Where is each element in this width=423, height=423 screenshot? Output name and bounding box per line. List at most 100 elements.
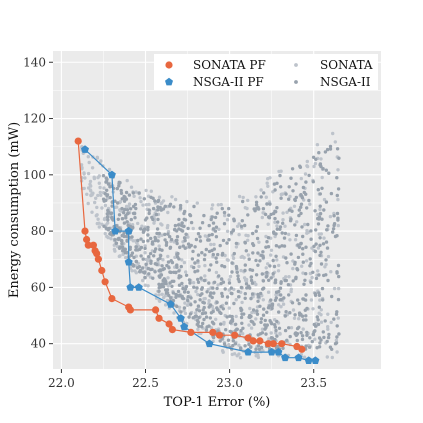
nsga-point: [290, 209, 294, 213]
nsga-point: [129, 217, 133, 222]
nsga-point: [312, 322, 316, 327]
sonata-point: [256, 353, 260, 357]
sonata-point: [93, 200, 97, 205]
nsga-point: [324, 168, 328, 172]
nsga-point: [325, 147, 330, 152]
nsga-point: [275, 334, 279, 338]
sonata-point: [259, 188, 263, 192]
nsga-point: [168, 235, 172, 239]
nsga-point: [319, 250, 323, 254]
nsga-point: [196, 322, 200, 327]
nsga-point: [313, 292, 317, 296]
nsga-point: [183, 236, 187, 240]
sonata-point: [118, 254, 122, 258]
nsga-point: [317, 151, 321, 155]
nsga-point: [189, 296, 193, 300]
sonata-point: [79, 163, 84, 167]
nsga-point: [210, 248, 214, 253]
nsga-point: [301, 185, 306, 190]
sonata-point: [144, 203, 149, 207]
nsga-point: [235, 327, 239, 331]
nsga-point: [192, 285, 196, 289]
nsga-point: [311, 180, 315, 184]
nsga-point: [324, 240, 329, 244]
sonata-point: [166, 284, 170, 288]
nsga-point: [319, 262, 324, 266]
nsga-point: [214, 256, 218, 260]
nsga-point: [261, 255, 265, 260]
nsga-point: [318, 341, 322, 345]
sonata-point: [276, 269, 281, 273]
nsga-point: [164, 288, 168, 292]
sonata-point: [326, 327, 330, 331]
nsga-point: [265, 270, 269, 275]
sonata-point: [140, 224, 144, 228]
nsga-point: [259, 346, 264, 350]
sonata-point: [219, 202, 223, 207]
nsga-point: [246, 213, 250, 217]
nsga-point: [158, 256, 162, 260]
nsga-point: [299, 193, 303, 197]
nsga-point: [103, 192, 108, 196]
nsga-point: [243, 296, 247, 300]
nsga-point: [178, 245, 182, 250]
nsga-point: [166, 260, 171, 264]
nsga-point: [218, 339, 222, 343]
sonata-point: [196, 327, 200, 331]
nsga-point: [335, 310, 339, 314]
nsga-point: [196, 259, 200, 263]
sonata-point: [210, 203, 215, 207]
sonata-point: [103, 203, 108, 208]
sonata-point: [161, 258, 165, 262]
sonata-point: [295, 220, 299, 224]
nsga-point: [277, 245, 281, 249]
sonata-point: [279, 305, 283, 309]
nsga-point: [268, 264, 272, 268]
sonata-point: [99, 193, 103, 197]
nsga-point: [175, 235, 180, 239]
sonata-point: [336, 286, 341, 291]
nsga-point: [193, 245, 197, 249]
sonata-point: [331, 131, 335, 136]
nsga-point: [251, 242, 255, 246]
nsga-point: [241, 326, 245, 330]
y-tick-label: 120: [23, 112, 46, 126]
y-tick-label: 60: [31, 280, 46, 294]
sonata-point: [166, 276, 170, 280]
nsga-point: [196, 232, 201, 236]
sonata-point: [239, 268, 243, 273]
nsga-point: [283, 231, 288, 236]
sonata-point: [318, 298, 322, 302]
sonata-point: [141, 203, 145, 207]
nsga-point: [267, 278, 271, 282]
sonata-point: [106, 235, 110, 240]
nsga-point: [296, 243, 300, 247]
nsga-point: [264, 275, 268, 279]
sonata-point: [300, 264, 304, 268]
nsga-point: [335, 324, 339, 328]
nsga-point: [287, 208, 292, 212]
nsga-point: [182, 290, 187, 294]
nsga-point: [229, 291, 233, 295]
sonata-point: [95, 205, 99, 210]
nsga-point: [315, 346, 319, 350]
nsga-point: [212, 291, 216, 295]
nsga-point: [120, 206, 124, 211]
nsga-point: [209, 263, 213, 267]
nsga-point: [304, 245, 308, 249]
nsga-point: [273, 188, 277, 192]
nsga-point: [316, 222, 321, 226]
nsga-point: [166, 232, 170, 236]
nsga-point: [304, 272, 308, 276]
sonata-point: [80, 166, 84, 170]
sonata-point: [264, 266, 268, 270]
nsga-point: [276, 220, 280, 224]
nsga-point: [216, 308, 220, 312]
sonata-pf-point: [94, 255, 102, 263]
nsga-point: [243, 241, 247, 245]
nsga-point: [124, 214, 128, 218]
nsga-point: [141, 228, 146, 232]
nsga-point: [222, 342, 227, 346]
sonata-point: [157, 195, 162, 199]
sonata-point: [319, 308, 323, 312]
